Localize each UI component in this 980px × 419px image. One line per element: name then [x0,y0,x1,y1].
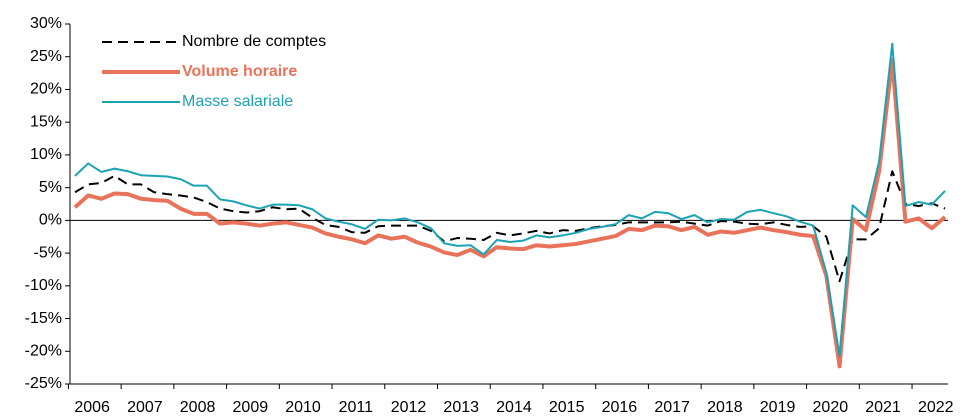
x-tick-label: 2006 [74,399,110,414]
series-line [74,42,946,357]
y-tick-label: 20% [30,81,62,98]
y-tick-label: -5% [34,244,62,261]
y-tick-label: 0% [39,212,62,229]
x-tick-label: 2011 [339,399,374,414]
x-tick-label: 2009 [233,399,269,414]
x-tick-label: 2008 [180,399,216,414]
x-tick-label: 2013 [443,399,479,414]
x-tick-label: 2022 [918,399,954,414]
y-tick-label: -10% [25,277,62,294]
y-tick-label: 25% [30,48,62,65]
x-tick-label: 2007 [127,399,163,414]
x-tick-label: 2020 [813,399,849,414]
x-tick-label: 2017 [654,399,690,414]
y-tick-label: -25% [25,375,62,392]
x-tick-label: 2021 [865,399,901,414]
y-tick-label: 10% [30,146,62,163]
x-tick-label: 2010 [285,399,321,414]
x-tick-label: 2016 [602,399,638,414]
series-line [73,58,947,369]
legend-label: Nombre de comptes [182,33,326,50]
legend-label: Volume horaire [182,63,297,80]
x-tick-label: 2019 [760,399,796,414]
x-tick-label: 2018 [707,399,743,414]
y-tick-label: -20% [25,342,62,359]
x-tick-label: 2014 [496,399,532,414]
x-tick-label: 2015 [549,399,585,414]
y-tick-label: -15% [25,310,62,327]
y-tick-label: 5% [39,179,62,196]
y-tick-label: 15% [30,113,62,130]
y-tick-label: 30% [30,15,62,32]
x-tick-label: 2012 [391,399,427,414]
legend-label: Masse salariale [182,93,293,110]
series-line [74,170,946,283]
